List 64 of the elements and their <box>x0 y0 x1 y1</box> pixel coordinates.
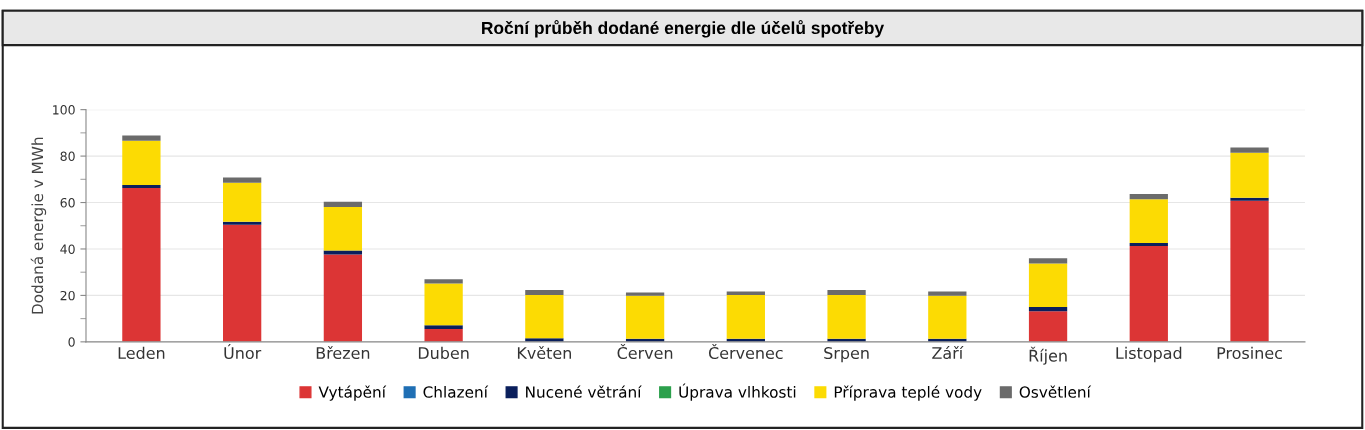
bar <box>223 182 262 222</box>
bar <box>625 292 665 296</box>
bar <box>223 177 262 183</box>
x-tick-label: Červenec <box>708 344 783 360</box>
legend-label: Vytápění <box>318 385 387 401</box>
bar <box>223 224 262 342</box>
bar <box>827 290 866 295</box>
bar <box>122 135 161 141</box>
bar <box>223 221 262 225</box>
bar <box>1028 307 1068 312</box>
bar <box>625 295 665 339</box>
y-tick-label: 20 <box>60 290 75 301</box>
y-tick-label: 0 <box>68 337 75 347</box>
bar <box>1129 193 1168 200</box>
legend-label: Příprava teplé vody <box>834 385 982 401</box>
bar <box>323 254 363 342</box>
x-tick-label: Leden <box>118 346 165 360</box>
x-tick-label: Srpen <box>824 346 869 363</box>
bar <box>424 325 463 330</box>
x-tick-label: Březen <box>316 346 370 360</box>
bar <box>122 185 161 188</box>
legend-label: Úprava vlhkosti <box>679 383 796 401</box>
x-tick-label: Prosinec <box>1217 346 1282 360</box>
x-tick-label: Říjen <box>1029 346 1067 365</box>
bar <box>726 294 765 339</box>
bar <box>1028 263 1068 308</box>
x-tick-label: Červen <box>617 344 673 360</box>
x-tick-label: Duben <box>418 346 469 360</box>
bar <box>928 295 967 339</box>
bar <box>122 140 161 186</box>
bar <box>1230 152 1269 198</box>
x-tick-label: Únor <box>224 344 262 360</box>
bar <box>1230 197 1269 201</box>
chart-title: Roční průběh dodané energie dle účelů spotřeby <box>482 20 885 38</box>
x-tick-label: Listopad <box>1116 346 1182 363</box>
legend-label: Chlazení <box>423 385 489 398</box>
bar <box>323 250 363 255</box>
bar <box>1129 242 1168 246</box>
bar <box>1230 200 1269 342</box>
bar <box>424 329 463 342</box>
bar <box>1129 245 1168 342</box>
x-tick-label: Květen <box>517 346 571 360</box>
y-tick-label: 100 <box>53 105 75 115</box>
legend-label: Osvětlení <box>1019 385 1092 398</box>
bar <box>424 283 463 326</box>
bar <box>323 201 363 207</box>
bar <box>525 294 564 339</box>
bar <box>323 206 363 251</box>
bar <box>525 290 564 295</box>
bar <box>726 291 765 295</box>
bar <box>1028 311 1068 342</box>
bar <box>827 294 866 339</box>
bar <box>122 187 161 342</box>
y-axis-title: Dodaná energie v MWh <box>30 137 47 314</box>
bar <box>1028 258 1068 264</box>
legend-label: Nucené větrání <box>526 385 642 398</box>
y-tick-label: 80 <box>60 151 75 162</box>
bar <box>424 279 463 284</box>
y-tick-label: 60 <box>60 198 75 208</box>
bar <box>1230 147 1269 153</box>
x-tick-label: Září <box>932 346 964 360</box>
bar <box>928 291 967 296</box>
y-tick-label: 40 <box>60 244 75 254</box>
bar <box>1129 199 1168 243</box>
